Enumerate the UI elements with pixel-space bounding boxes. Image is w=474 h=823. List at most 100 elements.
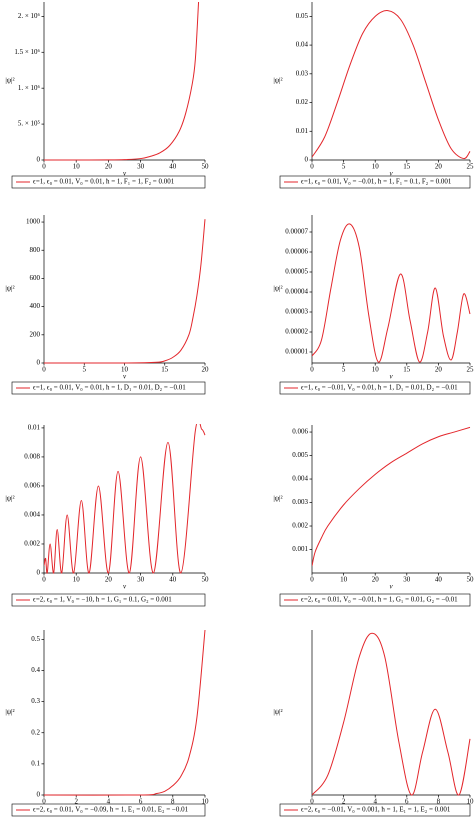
x-tick-label: 20 [435, 163, 443, 171]
curve [312, 224, 470, 362]
y-tick-label: 2. × 10⁶ [18, 12, 41, 20]
x-axis-label: v [123, 583, 127, 591]
x-axis-label: v [389, 583, 393, 591]
x-tick-label: 5 [83, 366, 87, 374]
curve [312, 11, 470, 159]
x-tick-label: 25 [467, 163, 474, 171]
y-tick-label: 0 [37, 156, 41, 164]
x-tick-label: 30 [403, 576, 411, 584]
y-tick-label: 0 [37, 569, 41, 577]
x-tick-label: 20 [202, 366, 210, 374]
y-tick-label: 0.1 [31, 759, 40, 767]
y-tick-label: 1.5 × 10⁶ [14, 48, 40, 56]
x-tick-label: 0 [310, 163, 314, 171]
y-tick-label: 0.002 [292, 522, 308, 530]
y-tick-label: 0.001 [292, 545, 308, 553]
x-tick-label: 40 [169, 163, 177, 171]
x-tick-label: 20 [372, 576, 380, 584]
x-tick-label: 40 [169, 576, 177, 584]
subplot: 0 10 20 30 40 50 0.001 0.002 0.003 0.004 0.005 0.00… [273, 425, 474, 606]
y-tick-label: 400 [30, 302, 41, 310]
x-tick-label: 25 [467, 366, 474, 374]
x-tick-label: 0 [42, 163, 46, 171]
x-tick-label: 10 [73, 576, 81, 584]
y-axis-label: |ψ|² [273, 285, 282, 293]
y-tick-label: 0.00006 [285, 248, 308, 256]
x-tick-label: 50 [202, 163, 210, 171]
x-tick-label: 10 [372, 163, 380, 171]
y-tick-label: 0.004 [24, 511, 40, 519]
y-axis-label: |ψ|² [5, 285, 14, 293]
legend-label: ϵ=1, ϵ₀ = 0.01, V₀ = 0.01, ħ = 1, D₁ = 0… [33, 384, 186, 392]
legend-label: ϵ=1, ϵ₀ = 0.01, V₀ = −0.01, ħ = 1, F₁ = … [301, 178, 452, 186]
legend-label: ϵ=2, ϵ₀ = 0.01, V₀ = −0.01, ħ = 1, G₁ = … [301, 596, 458, 604]
y-tick-label: 0.05 [296, 12, 309, 20]
curve [44, 420, 205, 574]
x-tick-label: 15 [403, 366, 411, 374]
y-tick-label: 1000 [26, 218, 41, 226]
curve [44, 630, 205, 795]
y-axis-label: |ψ|² [5, 708, 14, 716]
x-tick-label: 0 [310, 366, 314, 374]
y-tick-label: 0.00005 [285, 268, 308, 276]
x-tick-label: 50 [202, 576, 210, 584]
y-tick-label: 0.00007 [285, 228, 308, 236]
y-tick-label: 0.006 [292, 428, 308, 436]
x-axis-label: v [123, 373, 127, 381]
y-tick-label: 0.00003 [285, 308, 308, 316]
y-axis-label: |ψ|² [273, 495, 282, 503]
x-tick-label: 10 [73, 163, 81, 171]
x-tick-label: 20 [435, 366, 443, 374]
curve [44, 219, 205, 363]
y-tick-label: 0.4 [31, 666, 40, 674]
y-tick-label: 200 [30, 330, 41, 338]
y-tick-label: 0 [37, 359, 41, 367]
x-tick-label: 30 [137, 576, 145, 584]
y-tick-label: 0.005 [292, 451, 308, 459]
x-tick-label: 15 [403, 163, 411, 171]
legend-label: ϵ=1, ϵ₀ = 0.01, V₀ = 0.01, ħ = 1, F₁ = 1… [33, 178, 175, 186]
curve [312, 633, 470, 795]
x-tick-label: 40 [435, 576, 443, 584]
y-tick-label: 0.00004 [285, 288, 308, 296]
y-tick-label: 0.006 [24, 482, 40, 490]
x-tick-label: 20 [105, 576, 113, 584]
x-tick-label: 0 [42, 366, 46, 374]
y-axis-label: |ψ|² [273, 708, 282, 716]
legend-label: ϵ=2, ϵ₀ = 0.01, V₀ = −0.09, ħ = 1, E₁ = … [33, 806, 189, 814]
y-tick-label: 1. × 10⁶ [18, 84, 41, 92]
y-tick-label: 0.003 [292, 498, 308, 506]
y-axis-label: |ψ|² [273, 77, 282, 85]
y-tick-label: 0.3 [31, 697, 40, 705]
x-tick-label: 50 [467, 576, 474, 584]
curve [44, 2, 199, 160]
y-tick-label: 600 [30, 274, 41, 282]
y-tick-label: 800 [30, 246, 41, 254]
y-tick-label: 0.03 [296, 69, 309, 77]
subplot: 0246810v|ψ|²ϵ=2, ϵ₀ = −0.01, V₀ = 0.001,… [273, 630, 474, 816]
y-tick-label: 0.04 [296, 41, 309, 49]
y-axis-label: |ψ|² [5, 77, 14, 85]
x-tick-label: 10 [340, 576, 348, 584]
x-tick-label: 20 [105, 163, 113, 171]
x-axis-label: v [389, 373, 393, 381]
y-tick-label: 0.5 [31, 635, 40, 643]
curve [312, 427, 470, 566]
y-tick-label: 0.00001 [285, 348, 308, 356]
x-tick-label: 10 [372, 366, 380, 374]
x-tick-label: 0 [42, 576, 46, 584]
y-tick-label: 0.01 [296, 127, 309, 135]
y-tick-label: 0.01 [28, 424, 41, 432]
y-tick-label: 0.004 [292, 475, 308, 483]
x-tick-label: 0 [310, 576, 314, 584]
legend-label: ϵ=1, ϵ₀ = −0.01, V₀ = 0.01, ħ = 1, D₁ = … [301, 384, 458, 392]
legend-label: ϵ=2, ϵ₀ = −0.01, V₀ = 0.001, ħ = 1, E₁ =… [301, 806, 451, 814]
y-tick-label: 0.02 [296, 98, 309, 106]
x-tick-label: 15 [161, 366, 169, 374]
y-tick-label: 0 [37, 791, 41, 799]
